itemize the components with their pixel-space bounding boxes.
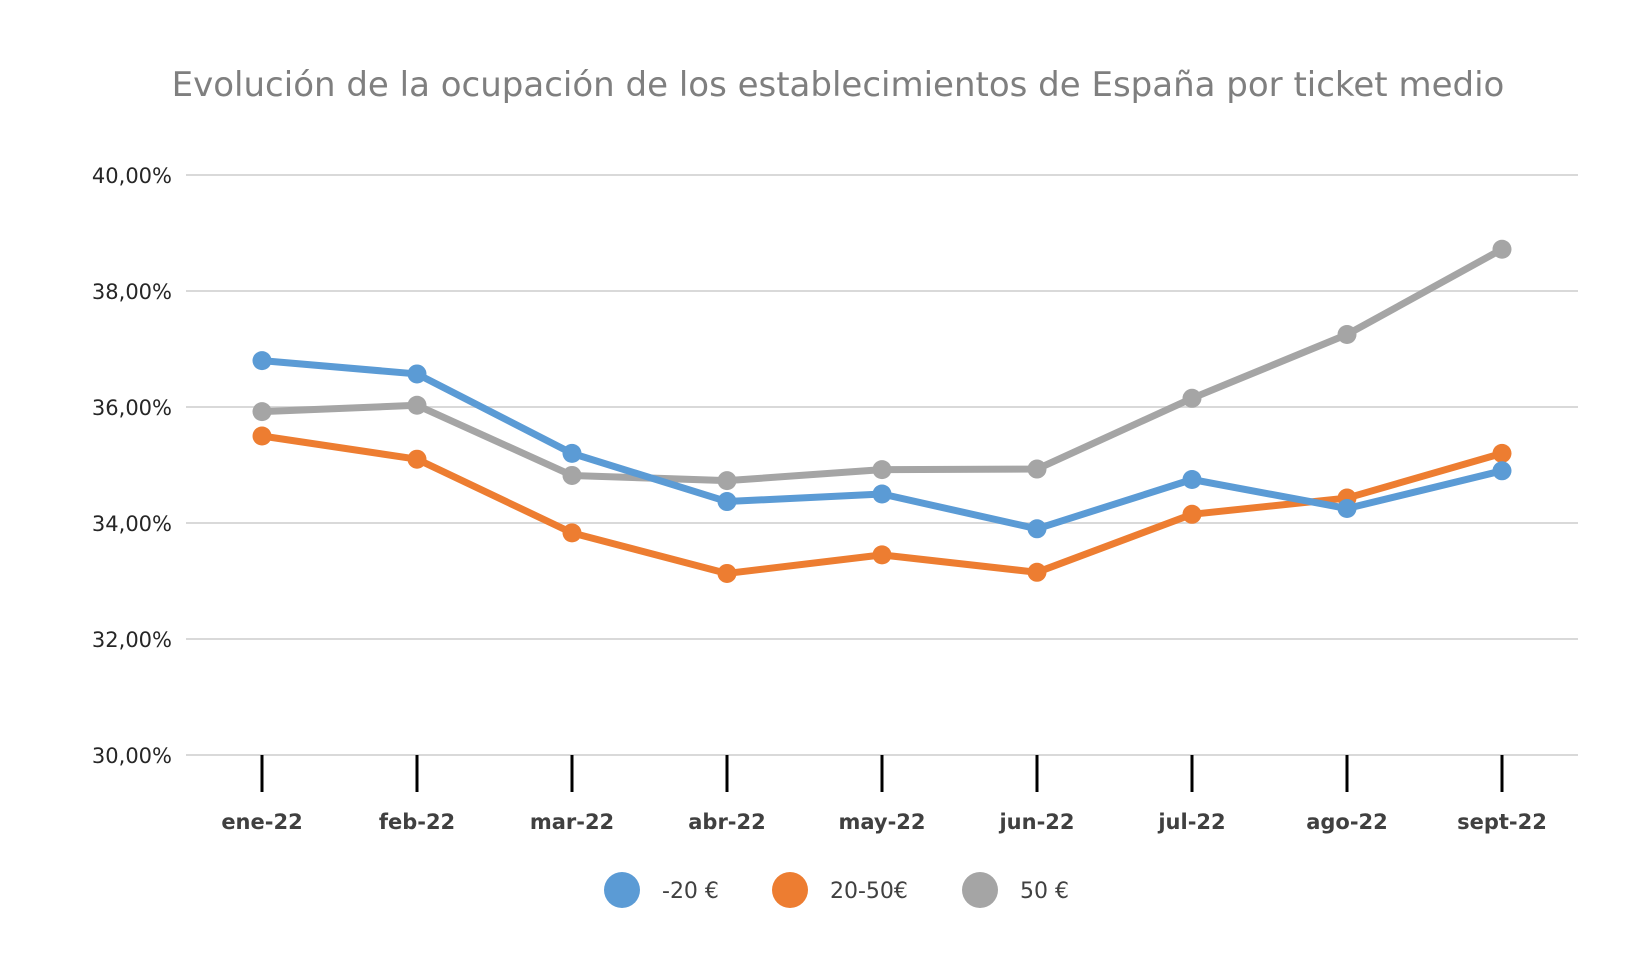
data-point	[407, 364, 427, 384]
x-tick-label: abr-22	[688, 810, 766, 834]
chart-title: Evolución de la ocupación de los estable…	[172, 65, 1505, 105]
data-point	[1337, 499, 1357, 518]
y-tick-label: 32,00%	[92, 628, 172, 652]
series-1	[252, 351, 1512, 539]
series-3	[252, 239, 1512, 491]
data-point	[872, 545, 892, 565]
y-axis-labels: 30,00% 32,00% 34,00% 36,00% 38,00% 40,00%	[92, 164, 172, 768]
legend-marker	[604, 872, 640, 908]
legend-label: 50 €	[1020, 879, 1069, 904]
y-tick-label: 34,00%	[92, 512, 172, 536]
x-tick-label: jun-22	[998, 810, 1074, 834]
data-point	[717, 471, 737, 491]
legend-marker	[772, 872, 808, 908]
data-point	[407, 449, 427, 469]
data-point	[872, 460, 892, 480]
data-point	[562, 443, 582, 463]
x-tick-label: sept-22	[1457, 810, 1547, 834]
x-tick-label: mar-22	[530, 810, 614, 834]
x-tick-label: may-22	[838, 810, 925, 834]
y-tick-label: 30,00%	[92, 744, 172, 768]
series-line	[258, 357, 1506, 533]
x-tick-label: ene-22	[221, 810, 302, 834]
y-tick-label: 36,00%	[92, 396, 172, 420]
data-point	[1027, 519, 1047, 539]
data-point	[1182, 388, 1202, 408]
legend-item: 20-50€	[772, 872, 908, 908]
data-point	[1182, 504, 1202, 524]
x-tick-label: ago-22	[1306, 810, 1388, 834]
data-point	[1027, 562, 1047, 582]
legend-marker	[962, 872, 998, 908]
data-point	[562, 465, 582, 485]
data-point	[1492, 443, 1512, 463]
legend-label: 20-50€	[830, 879, 908, 904]
x-axis: ene-22 feb-22 mar-22 abr-22 may-22 jun-22 jul-…	[221, 755, 1547, 834]
data-point	[562, 523, 582, 543]
data-point	[1182, 470, 1202, 489]
data-point	[252, 402, 272, 422]
series-line	[258, 245, 1506, 485]
data-point	[872, 484, 892, 504]
x-tick-label: jul-22	[1157, 810, 1225, 834]
legend-item: -20 €	[604, 872, 719, 908]
data-point	[717, 563, 737, 583]
series-lines	[252, 239, 1512, 583]
y-tick-label: 40,00%	[92, 164, 172, 188]
legend-item: 50 €	[962, 872, 1069, 908]
data-point	[1492, 239, 1512, 259]
legend-label: -20 €	[662, 879, 719, 904]
data-point	[717, 492, 737, 512]
data-point	[252, 426, 272, 446]
data-point	[407, 395, 427, 415]
data-point	[1492, 461, 1512, 481]
x-tick-label: feb-22	[379, 810, 455, 834]
legend: -20 € 20-50€ 50 €	[604, 872, 1069, 908]
y-tick-label: 38,00%	[92, 280, 172, 304]
data-point	[1337, 325, 1357, 344]
data-point	[252, 351, 272, 371]
data-point	[1027, 459, 1047, 479]
